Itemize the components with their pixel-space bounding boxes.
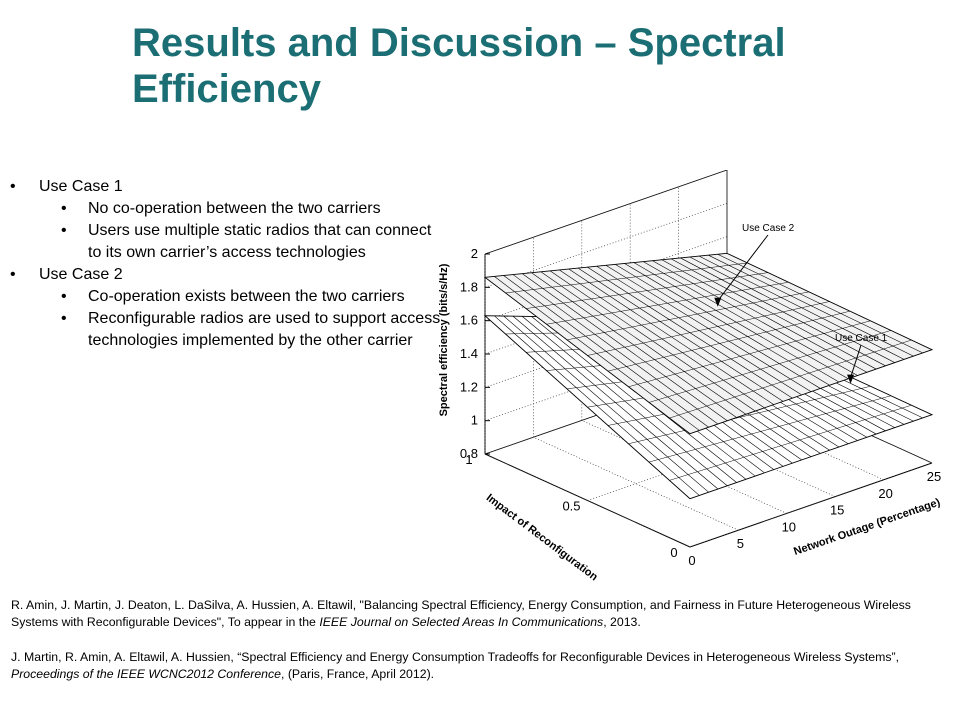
annotation-arrow-head: [714, 297, 722, 307]
grid-y-floor: [689, 462, 933, 548]
z-tick-label: 2: [471, 246, 478, 261]
surface-use-case-2-mesh: [628, 320, 871, 388]
x-tick-label: 15: [830, 503, 844, 518]
y-tick-label: 0.5: [562, 499, 580, 514]
annotation-arrow-line: [850, 344, 862, 378]
x-tick-label: 0: [688, 553, 695, 568]
x-tick-label: 25: [927, 469, 941, 484]
z-tick-label: 1.2: [460, 379, 478, 394]
reference-2: J. Martin, R. Amin, A. Eltawil, A. Hussi…: [11, 649, 951, 683]
sub-bullet-no-cooperation: No co-operation between the two carriers: [8, 198, 448, 220]
sub-bullet-cooperation: Co-operation exists between the two carr…: [8, 286, 448, 308]
reference-1: R. Amin, J. Martin, J. Deaton, L. DaSilv…: [11, 597, 951, 631]
reference-2-text: J. Martin, R. Amin, A. Eltawil, A. Hussi…: [11, 650, 900, 664]
annotation-arrow-line: [717, 234, 769, 302]
z-tick-label: 1.4: [460, 346, 478, 361]
grid-z-back: [484, 170, 728, 255]
bullet-use-case-1: Use Case 1: [8, 176, 448, 198]
z-axis-label: Spectral efficiency (bits/s/Hz): [438, 263, 450, 416]
y-axis-label: Impact of Reconfiguration: [484, 492, 600, 584]
surface-use-case-2-mesh: [566, 291, 810, 341]
z-tick-label: 1: [471, 413, 478, 428]
surface-use-case-2-mesh: [525, 272, 769, 309]
chart-annotations: Use Case 2 Use Case 1: [714, 223, 888, 384]
reference-1-journal: IEEE Journal on Selected Areas In Commun…: [319, 615, 604, 629]
chart-surfaces: [483, 252, 934, 500]
surface-use-case-2-mesh: [505, 262, 748, 294]
surface-use-case-1-mesh: [669, 404, 912, 481]
box-edge-back-top: [484, 170, 728, 255]
x-tick-label: 5: [737, 536, 744, 551]
reference-2-end: , (Paris, France, April 2012).: [281, 667, 435, 681]
surface-use-case-2-mesh: [607, 310, 851, 372]
sub-bullet-static-radios: Users use multiple static radios that ca…: [8, 220, 448, 264]
references: R. Amin, J. Martin, J. Deaton, L. DaSilv…: [11, 597, 951, 701]
x-tick-label: 10: [782, 519, 796, 534]
sub-bullet-reconfigurable-radios: Reconfigurable radios are used to suppor…: [8, 308, 448, 352]
surface-use-case-2-mesh: [546, 281, 789, 325]
y-tick-label: 0: [670, 545, 677, 560]
z-tick-label: 1.6: [460, 313, 478, 328]
annotation-arrow-head: [847, 374, 855, 384]
surface-use-case-1-mesh: [648, 395, 892, 463]
x-tick-label: 20: [878, 486, 892, 501]
bullet-list: Use Case 1 No co-operation between the t…: [8, 176, 448, 352]
surface-use-case-1-mesh: [628, 386, 871, 445]
surface-use-case-2: [483, 252, 934, 435]
slide-title: Results and Discussion – Spectral Effici…: [132, 21, 786, 111]
annotation-label: Use Case 1: [835, 333, 888, 344]
surface-use-case-2-mesh: [587, 301, 830, 356]
y-tick-label: 1: [465, 452, 472, 467]
surface-use-case-2-mesh: [648, 330, 892, 403]
x-axis-label: Network Outage (Percentage): [792, 496, 942, 558]
annotation-label: Use Case 2: [742, 223, 795, 234]
z-tick-label: 0.8: [460, 446, 478, 461]
reference-1-text: R. Amin, J. Martin, J. Deaton, L. DaSilv…: [11, 598, 911, 629]
surface-use-case-2-mesh: [669, 339, 912, 419]
reference-1-end: , 2013.: [603, 615, 641, 629]
reference-2-journal: Proceedings of the IEEE WCNC2012 Confere…: [11, 667, 281, 681]
z-tick-label: 1.8: [460, 279, 478, 294]
bullet-use-case-2: Use Case 2: [8, 264, 448, 286]
